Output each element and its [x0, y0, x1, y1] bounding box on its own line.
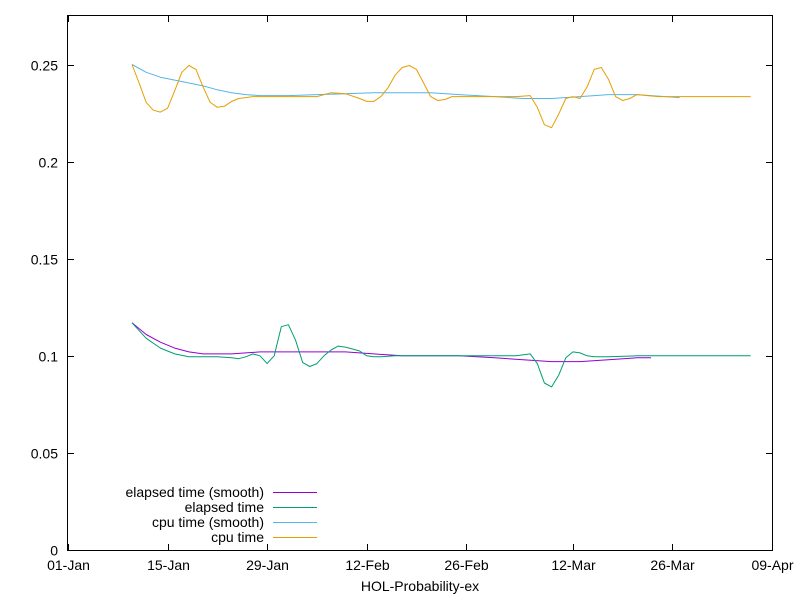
x-tick-label: 26-Mar [650, 557, 695, 573]
series-line-elapsed-time-smooth [131, 322, 652, 363]
x-axis-label: HOL-Probability-ex [361, 578, 479, 594]
x-tick-label: 15-Jan [147, 557, 190, 573]
legend-label: elapsed time (smooth) [125, 484, 264, 500]
legend-label: cpu time (smooth) [152, 514, 264, 530]
series-lines [131, 64, 751, 388]
y-tick-label: 0.15 [31, 252, 58, 268]
series-line-elapsed-time [131, 322, 751, 388]
x-tick-label: 26-Feb [444, 557, 489, 573]
series-line-cpu-time [131, 64, 751, 129]
legend-label: elapsed time [185, 499, 265, 515]
y-tick-label: 0.05 [31, 446, 58, 462]
x-tick-label: 01-Jan [47, 557, 90, 573]
x-tick-label: 29-Jan [246, 557, 289, 573]
y-tick-labels: 0 0.05 0.1 0.15 0.2 0.25 [31, 58, 58, 559]
plot-frame [67, 15, 773, 551]
legend-label: cpu time [211, 529, 264, 545]
x-tick-label: 12-Feb [345, 557, 390, 573]
y-tick-label: 0.25 [31, 58, 58, 74]
x-tick-labels: 01-Jan 15-Jan 29-Jan 12-Feb 26-Feb 12-Mar 26-M… [47, 557, 794, 573]
x-tick-label: 12-Mar [551, 557, 596, 573]
axis-ticks [68, 16, 773, 551]
y-tick-label: 0 [50, 543, 58, 559]
y-tick-label: 0.1 [39, 349, 59, 365]
x-tick-label: 09-Apr [751, 557, 793, 573]
series-line-cpu-time-smooth [131, 64, 680, 99]
y-tick-label: 0.2 [39, 155, 59, 171]
